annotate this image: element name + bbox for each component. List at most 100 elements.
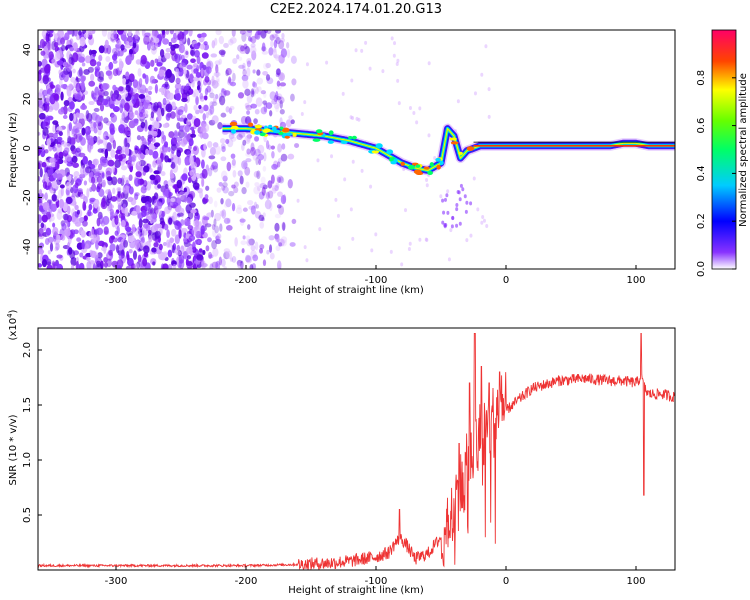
noise-cell xyxy=(252,82,258,88)
noise-cell xyxy=(225,138,230,145)
noise-cell xyxy=(257,144,265,154)
x-tick-label: 100 xyxy=(626,275,645,286)
noise-cell xyxy=(116,198,123,206)
noise-cell xyxy=(125,79,133,88)
spectrogram-x-label: Height of straight line (km) xyxy=(288,285,424,296)
noise-cell xyxy=(137,68,142,77)
noise-cell xyxy=(134,193,139,200)
noise-cell xyxy=(204,223,212,228)
noise-cell xyxy=(473,91,477,96)
noise-cell xyxy=(397,101,401,106)
noise-cell xyxy=(99,115,103,122)
noise-cell xyxy=(162,135,167,142)
noise-cell xyxy=(112,106,120,113)
noise-cell xyxy=(69,137,76,145)
ridge-blob xyxy=(390,160,397,165)
noise-cell xyxy=(156,201,163,210)
noise-cell xyxy=(249,37,253,43)
noise-cell xyxy=(170,173,175,179)
noise-cell xyxy=(240,240,247,246)
noise-cell xyxy=(250,142,255,152)
noise-cell xyxy=(242,235,246,240)
noise-cell xyxy=(195,219,200,228)
noise-cell xyxy=(214,82,220,87)
noise-cell xyxy=(41,258,48,268)
noise-cell xyxy=(55,234,61,244)
noise-cell xyxy=(162,263,169,269)
noise-cell xyxy=(181,97,188,103)
y-tick-label: -20 xyxy=(22,189,33,205)
noise-cell xyxy=(263,102,268,113)
noise-cell xyxy=(218,49,226,56)
noise-cell xyxy=(77,188,83,193)
noise-cell xyxy=(252,88,256,97)
noise-cell xyxy=(291,218,297,224)
snr-frame xyxy=(37,327,676,571)
noise-cell xyxy=(135,171,142,178)
noise-cell xyxy=(229,81,237,87)
noise-cell xyxy=(243,162,248,169)
noise-cell xyxy=(97,148,104,153)
noise-cell xyxy=(96,61,102,67)
noise-cell xyxy=(259,221,265,229)
noise-cell xyxy=(220,258,226,267)
noise-cell xyxy=(215,75,220,83)
noise-cell xyxy=(98,70,105,81)
noise-cell xyxy=(138,93,146,99)
noise-cell xyxy=(96,136,101,146)
noise-cell xyxy=(124,90,129,98)
noise-cell xyxy=(476,207,480,212)
noise-cell xyxy=(271,33,278,39)
noise-cell xyxy=(38,263,43,268)
noise-cell xyxy=(205,164,210,172)
noise-cell xyxy=(242,207,248,212)
noise-cell xyxy=(70,208,76,218)
noise-cell xyxy=(149,75,156,84)
noise-cell xyxy=(190,133,197,138)
noise-cell xyxy=(103,226,109,235)
noise-cell xyxy=(165,239,171,248)
colorbar-label: Normalized spectral amplitude xyxy=(738,73,749,227)
noise-cell xyxy=(269,91,277,100)
noise-cell xyxy=(250,146,256,157)
noise-cell xyxy=(271,185,279,192)
noise-cell xyxy=(47,33,51,42)
y-tick-label: 2.0 xyxy=(22,342,33,358)
noise-cell xyxy=(38,175,41,182)
noise-cell xyxy=(244,116,252,125)
noise-cell xyxy=(39,167,43,178)
noise-cell xyxy=(78,262,85,269)
noise-cell xyxy=(179,38,184,46)
noise-cell xyxy=(181,173,188,181)
noise-cell xyxy=(226,217,232,224)
noise-cell xyxy=(261,42,266,52)
noise-cell xyxy=(190,209,197,214)
noise-cell xyxy=(216,79,220,85)
noise-cell xyxy=(74,217,82,228)
noise-cell xyxy=(167,158,172,163)
noise-cell xyxy=(374,232,378,237)
ridge-blob xyxy=(328,130,334,136)
noise-cell xyxy=(187,176,192,183)
noise-cell xyxy=(169,237,175,244)
ridge-blob xyxy=(458,151,463,155)
noise-cell xyxy=(210,209,214,218)
noise-cell xyxy=(128,186,134,195)
noise-cell xyxy=(81,239,85,250)
noise-cell xyxy=(256,170,261,180)
noise-cell xyxy=(482,218,486,223)
noise-cell xyxy=(47,115,54,121)
noise-cell xyxy=(214,225,219,234)
noise-cell xyxy=(188,190,196,200)
colorbar-tick-label: 0.4 xyxy=(696,165,707,181)
noise-cell xyxy=(112,237,118,243)
noise-cell xyxy=(228,76,232,84)
heatmap-cells xyxy=(38,30,491,269)
tail-blob xyxy=(455,207,459,212)
noise-cell xyxy=(199,43,206,50)
noise-cell xyxy=(425,238,429,243)
noise-cell xyxy=(265,102,273,109)
noise-cell xyxy=(275,245,281,252)
noise-cell xyxy=(294,143,300,148)
tail-blob xyxy=(443,197,447,202)
